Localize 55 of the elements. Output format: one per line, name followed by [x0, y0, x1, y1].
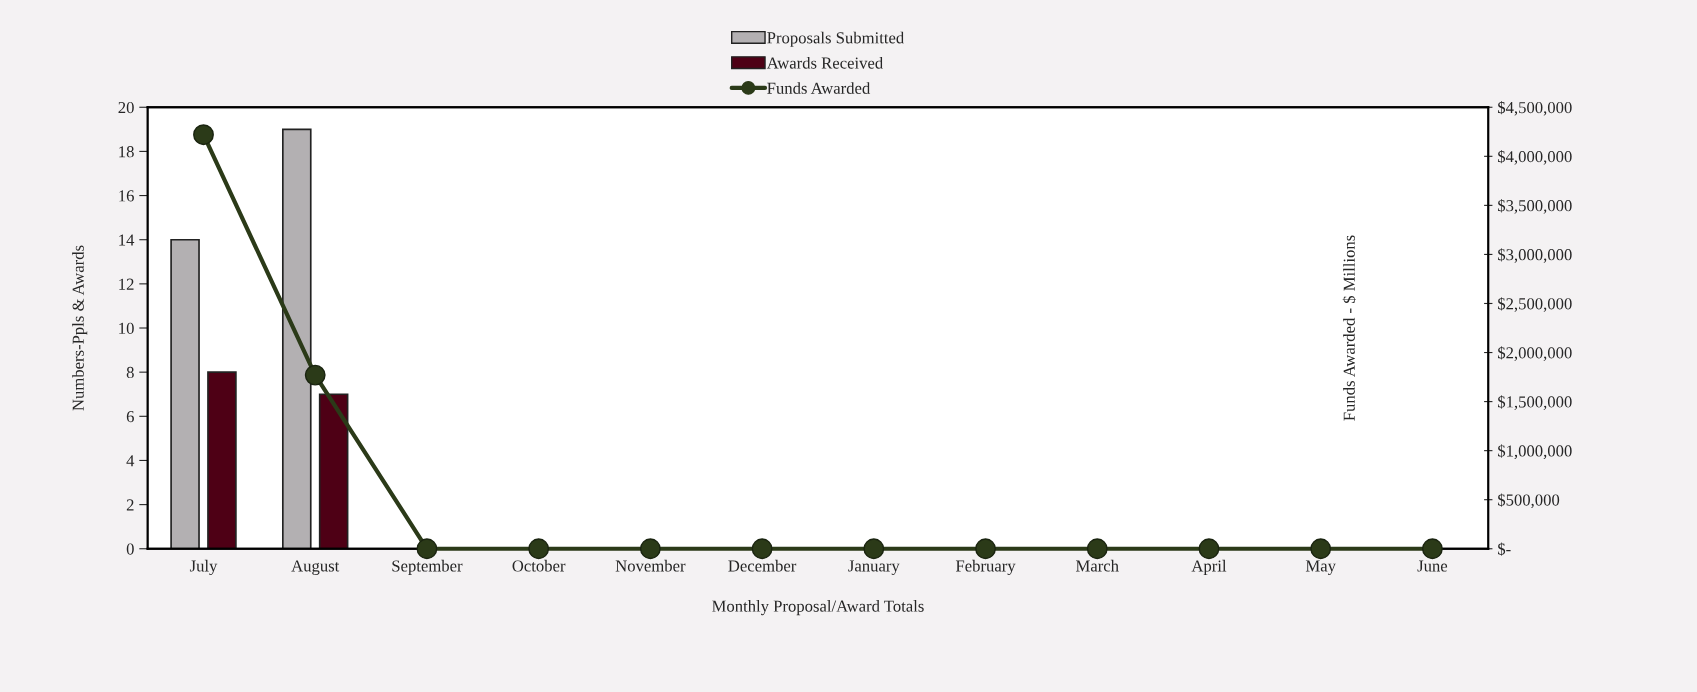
y2-axis-title: Funds Awarded - $ Millions	[1342, 235, 1356, 421]
x-tick-label: September	[392, 559, 463, 575]
x-tick-label: February	[955, 559, 1016, 576]
y-tick-label: 12	[119, 278, 134, 290]
y2-tick-label: $2,000,000	[1498, 346, 1572, 361]
x-tick-label: May	[1305, 560, 1336, 575]
bar	[281, 128, 312, 549]
y2-tick-label: $4,500,000	[1498, 100, 1572, 116]
x-tick-label: January	[848, 560, 900, 575]
bar	[207, 371, 237, 549]
x-tick-label: March	[1075, 559, 1119, 572]
legend-label: Awards Received	[766, 56, 883, 69]
point	[639, 538, 661, 560]
y-tick-label: 18	[119, 146, 134, 158]
y2-tick-label: $4,000,000	[1498, 150, 1572, 165]
y-tick-label: 10	[119, 322, 134, 334]
bar	[318, 393, 349, 549]
x-tick-label: August	[291, 560, 340, 575]
point	[528, 538, 550, 560]
point	[1086, 538, 1108, 560]
y-tick-label: 0	[126, 543, 134, 555]
x-axis-title: Monthly Proposal/Award Totals	[712, 600, 924, 616]
y2-tick-label: $1,500,000	[1498, 395, 1572, 410]
y-tick-label: 8	[126, 366, 134, 379]
x-tick-label: April	[1191, 559, 1227, 575]
point	[1421, 538, 1443, 560]
legend-label: Funds Awarded	[767, 82, 871, 94]
y-tick-label: 14	[119, 234, 135, 246]
point	[304, 364, 326, 386]
legend-label: Proposals Submitted	[767, 31, 905, 47]
point	[751, 538, 773, 560]
y2-tick-label: $2,500,000	[1498, 297, 1572, 312]
y-tick-label: 2	[126, 499, 134, 511]
x-tick-label: December	[728, 559, 797, 572]
y-tick-label: 16	[119, 190, 134, 202]
x-tick-label: November	[615, 559, 686, 572]
point	[1310, 538, 1332, 560]
x-tick-label: July	[189, 559, 218, 576]
x-tick-label: October	[512, 559, 566, 572]
y2-tick-label: $1,000,000	[1498, 444, 1572, 459]
y2-tick-label: $500,000	[1498, 493, 1560, 509]
y2-tick-label: $3,000,000	[1498, 248, 1572, 263]
bar	[170, 238, 200, 549]
point	[1198, 538, 1220, 560]
point	[416, 538, 438, 560]
y-tick-label: 6	[126, 411, 134, 423]
point	[975, 538, 996, 560]
y2-tick-label: $-	[1498, 542, 1511, 556]
y-tick-label: 4	[126, 455, 135, 467]
y-axis-title: Numbers-Ppls & Awards	[72, 245, 88, 411]
y2-tick-label: $3,500,000	[1498, 199, 1572, 214]
x-tick-label: June	[1417, 560, 1448, 572]
point	[193, 124, 214, 146]
point	[863, 538, 885, 560]
y-tick-label: 20	[118, 101, 134, 114]
